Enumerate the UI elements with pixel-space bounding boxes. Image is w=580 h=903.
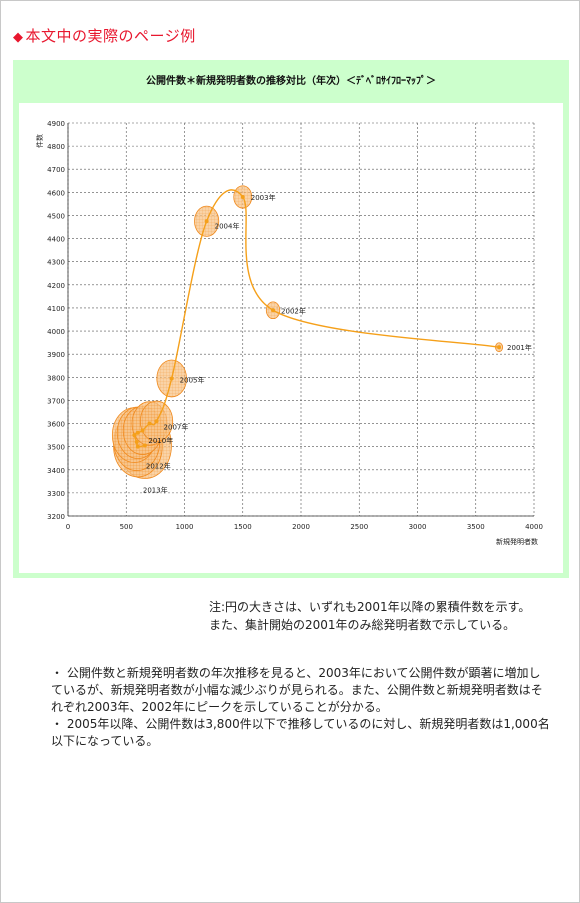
y-tick-label: 3200 [47,513,65,521]
point-label: 2005年 [180,375,205,384]
page-heading: ◆ 本文中の実際のページ例 [13,25,196,46]
point-label: 2001年 [507,343,532,352]
point-label: 2012年 [146,462,171,471]
data-marker [135,444,140,449]
y-axis-title: 件数 [35,134,44,148]
y-tick-label: 3400 [47,467,65,475]
y-tick-label: 4300 [47,259,65,267]
data-marker [140,428,145,433]
bubble-chart: 3200 3300 3400 3500 3600 3700 3800 3900 4000 4100… [35,120,543,546]
diamond-icon: ◆ [13,30,24,45]
point-label: 2003年 [251,193,276,202]
body-paragraph-1: ・ 公開件数と新規発明者数の年次推移を見ると、2003年において公開件数が顕著に… [51,666,543,714]
chart-title: 公開件数＊新規発明者数の推移対比（年次）＜ﾃﾞﾍﾞﾛｻｲﾌﾛｰﾏｯﾌﾟ＞ [146,76,436,87]
data-marker [134,440,139,445]
y-tick-label: 4800 [47,143,65,151]
data-marker [240,194,245,199]
x-tick-label: 3000 [409,523,427,531]
chart-panel: 公開件数＊新規発明者数の推移対比（年次）＜ﾃﾞﾍﾞﾛｻｲﾌﾛｰﾏｯﾌﾟ＞ 320… [13,60,569,578]
page-heading-text: 本文中の実際のページ例 [25,27,196,45]
trend-line [133,189,500,448]
x-tick-label: 1500 [234,523,252,531]
y-tick-label: 4400 [47,236,65,244]
y-tick-label: 4700 [47,166,65,174]
y-tick-label: 3800 [47,374,65,382]
y-tick-label: 3600 [47,421,65,429]
y-tick-label: 4900 [47,120,65,128]
data-marker [135,430,140,435]
y-tick-label: 4200 [47,282,65,290]
y-tick-label: 3300 [47,490,65,498]
point-label: 2010年 [148,436,173,445]
note-line-2: また、集計開始の2001年のみ総発明者数で示している。 [209,618,516,632]
chart-area [19,103,563,573]
data-marker [142,443,147,448]
point-label: 2002年 [281,306,306,315]
x-axis-title: 新規発明者数 [496,537,538,546]
y-tick-label: 3700 [47,397,65,405]
data-marker [204,219,209,224]
point-label: 2007年 [164,423,189,432]
y-tick-label: 4000 [47,328,65,336]
note-line-1: 注:円の大きさは、いずれも2001年以降の累積件数を示す。 [209,600,531,614]
data-marker [147,421,152,426]
point-label: 2004年 [215,221,240,230]
chart-note: 注:円の大きさは、いずれも2001年以降の累積件数を示す。 また、集計開始の20… [209,598,530,634]
data-marker [169,376,174,381]
x-tick-label: 1000 [176,523,194,531]
data-marker [497,345,502,350]
y-tick-label: 4100 [47,305,65,313]
x-tick-label: 3500 [467,523,485,531]
data-marker [154,419,159,424]
body-paragraph-2: ・ 2005年以降、公開件数は3,800件以下で推移しているのに対し、新規発明者… [51,717,550,748]
x-tick-label: 500 [120,523,133,531]
x-tick-label: 4000 [525,523,543,531]
y-tick-label: 3900 [47,351,65,359]
y-tick-label: 3500 [47,444,65,452]
point-label: 2013年 [143,485,168,494]
body-text: ・ 公開件数と新規発明者数の年次推移を見ると、2003年において公開件数が顕著に… [51,665,551,750]
x-tick-label: 0 [66,523,70,531]
x-tick-label: 2000 [292,523,310,531]
x-tick-label: 2500 [350,523,368,531]
y-tick-label: 4600 [47,189,65,197]
data-marker [132,433,137,438]
data-marker [271,308,276,313]
y-tick-label: 4500 [47,212,65,220]
